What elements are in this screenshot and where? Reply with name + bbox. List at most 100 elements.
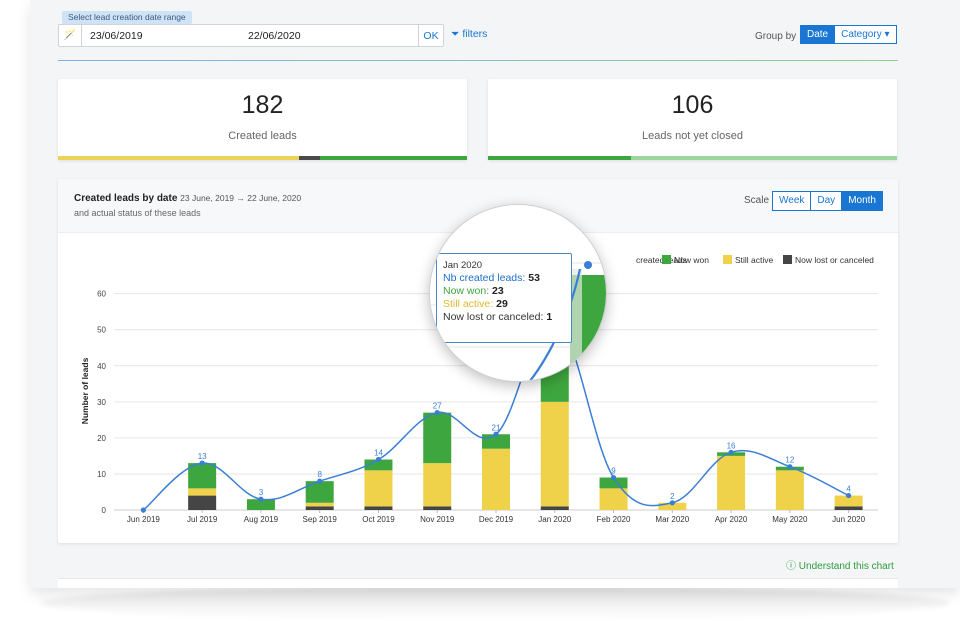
kpi-bar-remaining (631, 156, 897, 160)
bar-segment (599, 488, 628, 510)
date-range-picker[interactable]: 🪄 23/06/2019 22/06/2020 OK (58, 24, 444, 47)
kpi-label: Leads not yet closed (642, 130, 743, 142)
kpi-bar-active (58, 156, 300, 160)
scale-toggle: Week Day Month (772, 191, 883, 211)
line-point (434, 410, 440, 416)
bar-segment (305, 502, 334, 507)
line-point (728, 449, 734, 455)
x-tick-label: Feb 2020 (597, 515, 631, 524)
data-label: 9 (611, 467, 616, 476)
group-by-category-dropdown[interactable]: Category ▾ (835, 25, 897, 44)
bar-segment (775, 470, 804, 510)
bar-segment (717, 455, 746, 510)
kpi-card-open-leads: 106 Leads not yet closed (488, 79, 897, 160)
table-header-strip (58, 578, 898, 588)
magnifier-lens: Jan 2020 Nb created leads: 53 Now won: 2… (429, 204, 607, 382)
chart-title-text: Created leads by date (74, 193, 178, 204)
group-by-date-button[interactable]: Date (800, 25, 836, 44)
tooltip-line-active: Still active: 29 (443, 298, 508, 310)
bar-segment (305, 481, 334, 503)
scale-label: Scale (744, 195, 770, 206)
x-tick-label: Apr 2020 (715, 515, 748, 524)
y-tick-label: 30 (97, 398, 106, 407)
line-point (258, 496, 264, 502)
bar-segment (834, 506, 863, 510)
legend-swatch (783, 255, 792, 264)
date-to-input[interactable]: 22/06/2020 (248, 29, 301, 42)
y-tick-label: 10 (97, 470, 106, 479)
filters-label: filters (462, 28, 488, 40)
x-tick-label: Oct 2019 (362, 515, 395, 524)
bar-segment (423, 412, 452, 464)
bar-segment (188, 488, 217, 496)
legend-label: Now lost or canceled (795, 255, 874, 265)
line-point (375, 456, 382, 463)
legend-label: created leads (636, 255, 687, 265)
scale-week-button[interactable]: Week (772, 191, 812, 211)
line-point (317, 478, 323, 484)
chart-title: Created leads by date 23 June, 2019 → 22… (74, 193, 301, 204)
scale-day-button[interactable]: Day (811, 191, 843, 211)
tooltip-line-won: Now won: 23 (443, 285, 504, 297)
line-point (669, 500, 675, 506)
x-tick-label: May 2020 (772, 515, 808, 524)
line-point (846, 492, 852, 499)
filter-funnel-icon: ⏷ (451, 28, 460, 40)
y-tick-label: 50 (97, 326, 106, 335)
tooltip-title: Jan 2020 (443, 260, 483, 271)
ok-button[interactable]: OK (418, 25, 443, 46)
x-tick-label: Jul 2019 (187, 515, 218, 524)
understand-chart-link[interactable]: ⓘ Understand this chart (786, 557, 894, 572)
page-shadow (40, 586, 950, 620)
kpi-label: Created leads (228, 130, 297, 142)
data-label: 27 (433, 402, 442, 411)
kpi-bar-won (319, 156, 467, 160)
legend-swatch (723, 255, 732, 264)
bar-segment (246, 499, 275, 510)
data-label: 12 (785, 456, 794, 465)
legend-swatch (662, 255, 671, 264)
x-tick-label: Jun 2019 (127, 515, 160, 524)
kpi-bar-won (488, 156, 632, 160)
bar-segment (305, 506, 334, 510)
date-range-label: Select lead creation date range (62, 11, 192, 24)
scale-month-button[interactable]: Month (842, 191, 883, 211)
y-axis-label: Number of leads (80, 357, 90, 424)
line-point (787, 464, 793, 470)
divider (58, 60, 898, 61)
legend-label: Now won (674, 255, 709, 265)
bar-segment (540, 506, 569, 510)
data-label: 16 (727, 441, 736, 450)
chart-subtitle: and actual status of these leads (74, 208, 201, 218)
data-label: 2 (670, 492, 675, 501)
bar-segment (423, 506, 452, 510)
line-point (199, 460, 205, 466)
bar-segment (423, 463, 452, 507)
bar-segment (599, 477, 628, 489)
bar-segment (482, 448, 510, 510)
data-label: 14 (374, 449, 383, 458)
bar-segment (188, 463, 217, 489)
line-point (610, 474, 617, 481)
line-point (493, 431, 499, 437)
y-tick-label: 40 (97, 362, 106, 371)
data-label: 4 (846, 485, 851, 494)
x-tick-label: Mar 2020 (655, 515, 689, 524)
bar-segment (834, 495, 863, 507)
kpi-status-bar (58, 156, 467, 160)
legend-label: Still active (735, 255, 774, 265)
bar-segment (658, 502, 687, 510)
info-icon: ⓘ (786, 561, 796, 572)
tooltip-line-created: Nb created leads: 53 (443, 272, 540, 284)
kpi-value: 182 (241, 91, 284, 119)
tooltip-line-lost: Now lost or canceled: 1 (443, 311, 553, 323)
data-label: 8 (317, 470, 322, 479)
data-label: 13 (198, 452, 207, 461)
date-from-input[interactable]: 23/06/2019 (90, 29, 143, 42)
bar-segment (364, 459, 393, 471)
chart-tooltip: Jan 2020 Nb created leads: 53 Now won: 2… (436, 253, 572, 343)
magic-wand-icon[interactable]: 🪄 (59, 25, 82, 46)
y-tick-label: 0 (102, 506, 107, 515)
filters-link[interactable]: ⏷ filters (451, 28, 487, 41)
x-tick-label: Nov 2019 (420, 515, 455, 524)
